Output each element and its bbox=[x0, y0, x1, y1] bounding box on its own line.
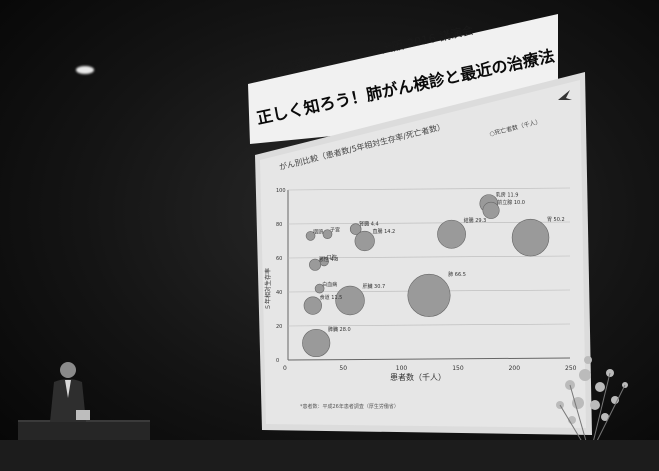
bubble-point bbox=[314, 283, 325, 294]
bubble-point bbox=[482, 201, 500, 219]
slide-ylabel: ５年相対生存率 bbox=[264, 268, 272, 310]
projection-screen: がん別比較（患者数/5年相対生存率/死亡者数） ○死亡者数（千人） 0 50 100… bbox=[255, 72, 592, 435]
bubble-label: 胃 50.2 bbox=[547, 217, 565, 223]
slide-x-ticks: 0 50 100 150 200 250 bbox=[283, 365, 577, 372]
bubble-point bbox=[407, 273, 451, 317]
bubble-label: 腎臓 4.4 bbox=[359, 221, 379, 228]
bubble-label: 乳房 11.9 bbox=[496, 192, 519, 199]
y-tick-label: 20 bbox=[276, 324, 282, 330]
bubble-label: 前立腺 10.0 bbox=[497, 199, 525, 206]
slide-chart-axes bbox=[287, 190, 571, 361]
slide-xlabel: 患者数（千人） bbox=[390, 372, 446, 382]
bubble-label: 結腸 29.3 bbox=[464, 217, 487, 224]
slide-footnote: *患者数：平成26年患者調査（厚生労働省） bbox=[300, 403, 399, 410]
x-tick-label: 100 bbox=[396, 365, 408, 372]
bubble-label: 白血病 bbox=[322, 281, 337, 288]
bubble-label: 食道 11.5 bbox=[320, 294, 343, 301]
x-tick-label: 150 bbox=[452, 365, 464, 372]
bubble-point bbox=[437, 219, 466, 249]
bubble-label: 肝臓 30.7 bbox=[362, 283, 385, 290]
y-tick-label: 100 bbox=[276, 188, 286, 194]
bubble-point bbox=[322, 229, 333, 240]
bubble-point bbox=[511, 218, 550, 257]
bubble-label: 肺 66.5 bbox=[448, 272, 466, 278]
bubble-point bbox=[309, 258, 322, 271]
x-tick-label: 200 bbox=[509, 365, 521, 372]
stage-floor bbox=[0, 440, 659, 471]
y-tick-label: 40 bbox=[276, 290, 282, 296]
bubble-point bbox=[305, 231, 316, 241]
bubble-label: 子宮 bbox=[330, 227, 340, 234]
bubble-label: 咽頭 bbox=[313, 229, 323, 235]
bubble-label: 悪性 4.8 bbox=[319, 256, 339, 263]
gridline bbox=[287, 255, 571, 259]
ceiling-light bbox=[76, 66, 94, 74]
logo-mark-icon bbox=[558, 90, 572, 100]
gridline bbox=[287, 323, 571, 327]
bubble-point bbox=[349, 223, 362, 235]
bubble-label: 口腔 bbox=[327, 254, 337, 261]
bubble-point bbox=[303, 296, 322, 315]
x-tick-label: 250 bbox=[565, 365, 577, 372]
bubble-label: 直腸 14.2 bbox=[373, 228, 396, 235]
bubble-point bbox=[335, 285, 365, 316]
gridline bbox=[287, 187, 571, 191]
bubble-label: 膵臓 28.0 bbox=[328, 326, 351, 333]
bubble-point bbox=[354, 230, 375, 252]
x-tick-label: 0 bbox=[283, 365, 287, 372]
speaker-figure bbox=[50, 362, 90, 422]
y-tick-label: 0 bbox=[276, 358, 279, 364]
y-tick-label: 60 bbox=[276, 256, 282, 262]
x-tick-label: 50 bbox=[339, 365, 347, 372]
slide-y-ticks: 0 20 40 60 80 100 bbox=[276, 188, 286, 364]
y-tick-label: 80 bbox=[276, 222, 282, 228]
bubble-point bbox=[302, 328, 331, 358]
